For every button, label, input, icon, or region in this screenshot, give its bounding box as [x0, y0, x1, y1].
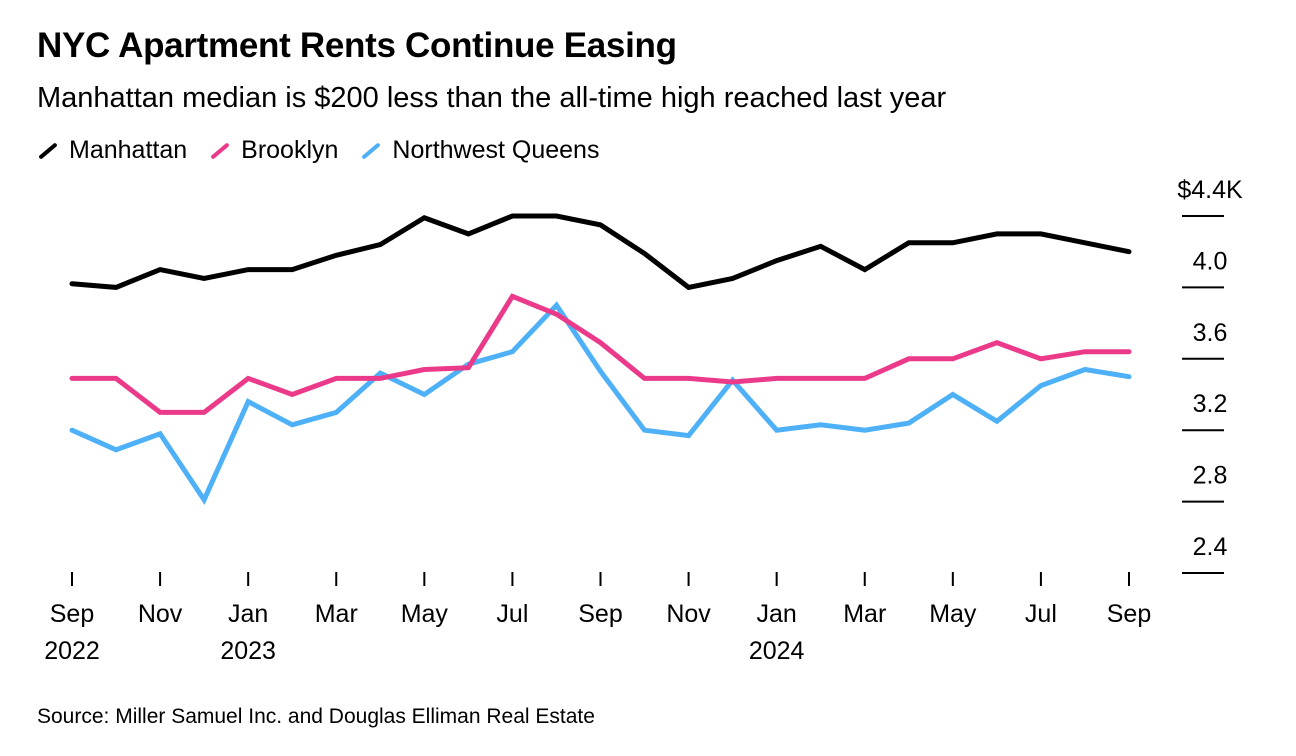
y-tick-label: 2.8 — [1193, 462, 1228, 490]
legend-label: Manhattan — [69, 136, 188, 164]
chart-title: NYC Apartment Rents Continue Easing — [37, 26, 677, 65]
chart-subtitle: Manhattan median is $200 less than the a… — [37, 82, 947, 114]
x-tick-label: Jul — [1025, 600, 1057, 628]
legend-item-manhattan: Manhattan — [37, 136, 187, 165]
x-tick-label: Nov — [666, 600, 711, 628]
x-tick-label: Sep — [578, 600, 622, 628]
x-tick-label: Nov — [138, 600, 183, 628]
y-tick-label: $4.4K — [1177, 176, 1243, 204]
y-tick-label: 3.6 — [1193, 319, 1228, 347]
x-tick-label: Sep — [50, 600, 94, 628]
x-tick-label: May — [401, 600, 449, 628]
x-tick-label: Mar — [315, 600, 358, 628]
x-tick-year-label: 2022 — [44, 637, 100, 665]
x-tick-label: May — [929, 600, 977, 628]
x-tick-year-label: 2024 — [749, 637, 805, 665]
y-tick-label: 2.4 — [1193, 533, 1228, 561]
legend-item-queens: Northwest Queens — [360, 136, 599, 165]
x-tick-label: Mar — [843, 600, 886, 628]
source-note: Source: Miller Samuel Inc. and Douglas E… — [37, 705, 595, 728]
legend: Manhattan Brooklyn Northwest Queens — [37, 136, 599, 165]
series-line-northwest-queens — [69, 301, 1132, 505]
y-tick-label: 3.2 — [1193, 390, 1228, 418]
series-line-brooklyn — [69, 293, 1132, 415]
x-tick-label: Sep — [1107, 600, 1151, 628]
legend-item-brooklyn: Brooklyn — [209, 136, 338, 165]
legend-label: Brooklyn — [241, 136, 339, 164]
x-tick-label: Jul — [496, 600, 528, 628]
x-tick-label: Jan — [228, 600, 268, 628]
y-tick-label: 4.0 — [1193, 247, 1228, 275]
x-tick-year-label: 2023 — [220, 637, 276, 665]
series-line-manhattan — [69, 213, 1132, 291]
legend-label: Northwest Queens — [392, 136, 600, 164]
x-tick-label: Jan — [757, 600, 797, 628]
